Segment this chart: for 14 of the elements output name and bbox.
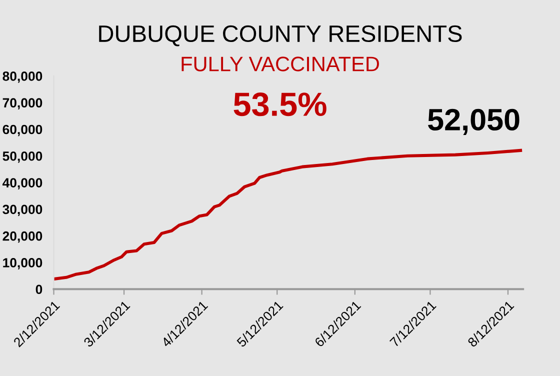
chart-subtitle: FULLY VACCINATED [182,56,379,72]
chart-title: DUBUQUE COUNTY RESIDENTS [99,25,462,46]
y-tick-label: 70,000 [2,98,42,110]
y-tick-label: 0 [36,284,42,294]
y-tick-label: 80,000 [2,72,42,83]
y-tick-label: 50,000 [2,151,42,163]
annotation: 53.5% [234,92,326,116]
annotation: 52,050 [428,108,520,135]
y-tick-label: 10,000 [3,258,42,270]
y-tick-label: 30,000 [2,204,42,216]
y-tick-label: 60,000 [2,124,42,136]
y-tick-label: 40,000 [2,178,42,190]
line-series [54,148,522,281]
y-tick-label: 20,000 [2,231,42,243]
